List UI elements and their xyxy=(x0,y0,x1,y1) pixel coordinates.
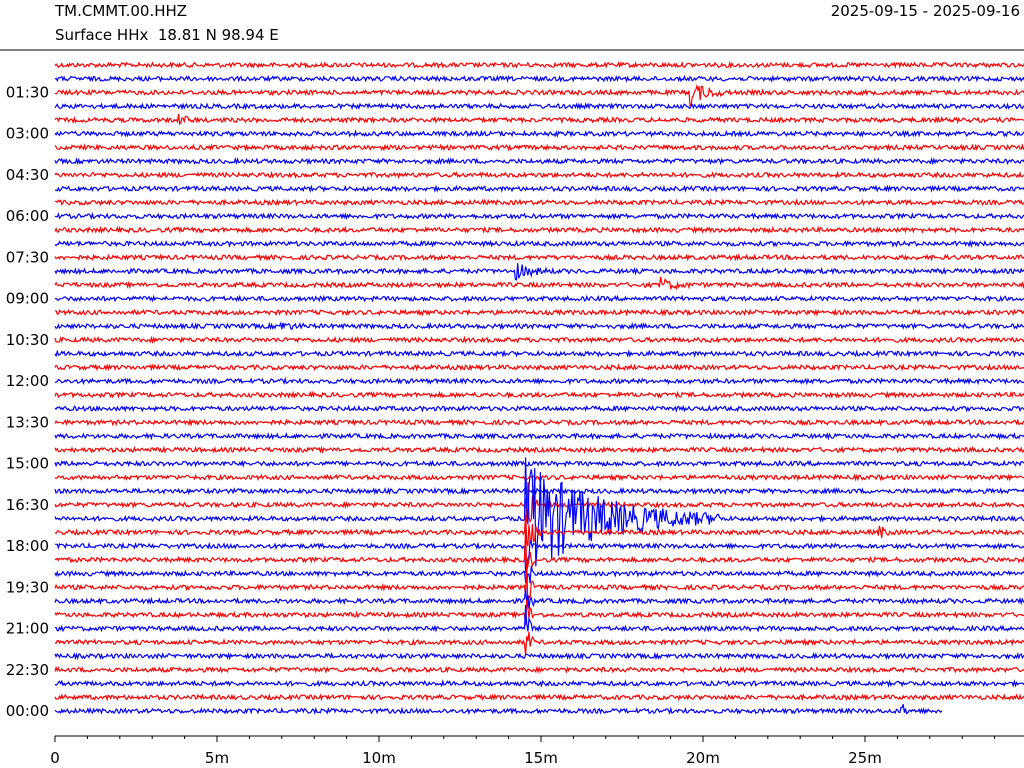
trace xyxy=(54,129,1024,139)
row-label: 21:00 xyxy=(6,620,49,638)
trace xyxy=(54,431,1024,441)
trace xyxy=(54,390,1024,399)
row-label: 12:00 xyxy=(6,372,49,390)
row-label: 19:30 xyxy=(6,578,49,596)
trace xyxy=(54,599,1024,626)
trace xyxy=(54,294,1024,303)
trace xyxy=(54,308,1024,317)
trace xyxy=(54,170,1024,180)
trace xyxy=(54,363,1024,372)
row-label: 09:00 xyxy=(6,290,49,308)
trace xyxy=(54,184,1024,194)
trace xyxy=(54,157,1024,166)
station-location: Surface HHx 18.81 N 98.94 E xyxy=(55,26,279,44)
trace xyxy=(54,445,1024,455)
trace xyxy=(54,253,1024,262)
trace xyxy=(54,263,1024,281)
row-label: 06:00 xyxy=(6,207,49,225)
trace xyxy=(54,349,1024,358)
trace xyxy=(54,83,1024,107)
trace xyxy=(54,604,1024,633)
trace xyxy=(54,418,1024,427)
trace xyxy=(54,143,1024,152)
trace xyxy=(54,457,1024,567)
x-tick-label: 20m xyxy=(686,749,720,767)
row-label: 04:30 xyxy=(6,166,49,184)
trace xyxy=(54,704,943,716)
trace xyxy=(54,335,1024,345)
trace xyxy=(54,563,1024,606)
trace xyxy=(54,540,1024,574)
row-label: 18:00 xyxy=(6,537,49,555)
x-tick-label: 0 xyxy=(50,749,60,767)
row-label: 22:30 xyxy=(6,661,49,679)
trace xyxy=(54,276,1024,291)
trace xyxy=(54,631,1024,656)
date-range: 2025-09-15 - 2025-09-16 xyxy=(831,2,1020,20)
row-label: 03:00 xyxy=(6,125,49,143)
trace xyxy=(54,565,1024,585)
x-tick-label: 5m xyxy=(205,749,229,767)
traces xyxy=(54,60,1024,716)
x-tick-label: 15m xyxy=(524,749,558,767)
trace xyxy=(54,473,1024,482)
trace xyxy=(54,113,1024,126)
row-label: 01:30 xyxy=(6,83,49,101)
trace xyxy=(54,526,1024,572)
trace xyxy=(54,376,1024,386)
trace xyxy=(54,679,1024,688)
trace xyxy=(54,198,1024,207)
trace xyxy=(54,693,1024,702)
trace xyxy=(54,321,1024,331)
row-label: 15:00 xyxy=(6,455,49,473)
trace xyxy=(54,239,1024,249)
trace xyxy=(54,225,1024,234)
trace xyxy=(54,404,1024,413)
row-label: 10:30 xyxy=(6,331,49,349)
row-label: 16:30 xyxy=(6,496,49,514)
trace xyxy=(54,74,1024,83)
station-code: TM.CMMT.00.HHZ xyxy=(54,2,187,20)
trace xyxy=(54,514,1024,547)
trace xyxy=(54,665,1024,675)
x-tick-label: 25m xyxy=(848,749,882,767)
trace xyxy=(54,588,1024,609)
trace xyxy=(54,211,1024,221)
row-label: 00:00 xyxy=(6,702,49,720)
x-tick-label: 10m xyxy=(362,749,396,767)
trace xyxy=(54,459,1024,468)
trace xyxy=(54,651,1024,661)
row-label: 13:30 xyxy=(6,413,49,431)
trace xyxy=(54,60,1024,70)
trace xyxy=(54,102,1024,111)
row-label: 07:30 xyxy=(6,248,49,266)
